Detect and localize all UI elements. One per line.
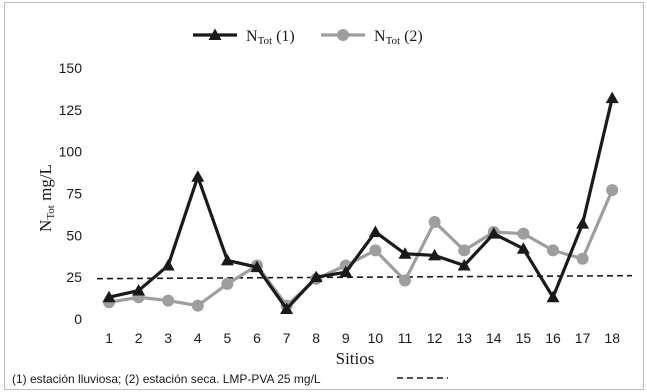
x-tick-label: 13: [456, 330, 472, 346]
y-tick-label: 50: [66, 227, 82, 243]
x-tick-label: 6: [253, 330, 261, 346]
legend-item-2: NTot (2): [321, 28, 423, 47]
y-axis-label: NTot mg/L: [36, 164, 57, 232]
series-1-point: [191, 170, 205, 182]
footnote-text: (1) estación lluviosa; (2) estación seca…: [12, 372, 321, 386]
x-tick-label: 3: [164, 330, 172, 346]
series-2-point: [458, 244, 471, 257]
x-tick-label: 18: [604, 330, 620, 346]
y-axis: 0 25 50 75 100 125 150: [59, 60, 83, 327]
series-1-point: [339, 265, 353, 278]
series-1-point: [516, 242, 530, 254]
chart-frame: [4, 2, 644, 390]
legend-label: NTot (2): [374, 28, 423, 47]
x-tick-label: 7: [283, 330, 291, 346]
series-1-point: [132, 284, 146, 296]
series-2: [103, 184, 619, 312]
footnote: (1) estación lluviosa; (2) estación seca…: [12, 372, 448, 386]
series-2-point: [547, 244, 559, 257]
y-tick-label: 25: [66, 269, 82, 285]
series-1-point: [605, 91, 619, 104]
x-tick-label: 2: [135, 330, 143, 346]
series-1-point: [280, 302, 294, 314]
series-2-point: [576, 252, 589, 265]
series-2-point: [162, 294, 175, 307]
y-tick-label: 150: [59, 60, 83, 76]
series-group: [102, 91, 619, 314]
series-2-point: [369, 244, 382, 257]
x-tick-label: 1: [105, 330, 113, 346]
series-2-point: [399, 274, 411, 287]
series-2-point: [191, 299, 204, 312]
x-tick-label: 10: [368, 330, 384, 346]
series-1-point: [161, 258, 175, 271]
series-1-point: [457, 258, 471, 271]
series-1-point: [487, 227, 501, 239]
series-2-line: [108, 189, 614, 308]
reference-dashed-line: [96, 274, 633, 280]
x-axis: 1 2 3 4 5 6 7 8 9 10 11 12 13 14 15 16 17 18: [105, 330, 620, 346]
series-2-point: [517, 227, 530, 240]
series-2-point: [606, 184, 619, 197]
series-1-point: [546, 290, 560, 303]
legend-label: NTot (1): [246, 28, 295, 47]
legend: NTot (1) NTot (2): [193, 28, 423, 47]
series-1-line: [108, 97, 614, 311]
y-tick-label: 125: [59, 102, 83, 118]
x-tick-label: 14: [486, 330, 502, 346]
x-tick-label: 5: [224, 330, 232, 346]
y-tick-label: 0: [74, 311, 82, 327]
legend-item-1: NTot (1): [193, 28, 295, 47]
x-tick-label: 12: [427, 330, 443, 346]
y-tick-label: 75: [66, 186, 82, 202]
x-axis-label: Sitios: [336, 349, 375, 368]
series-1: [102, 91, 619, 314]
x-tick-label: 17: [575, 330, 591, 346]
series-1-point: [428, 248, 442, 261]
x-tick-label: 16: [545, 330, 561, 346]
x-tick-label: 9: [342, 330, 350, 346]
x-tick-label: 4: [194, 330, 202, 346]
series-1-point: [220, 253, 234, 266]
x-tick-label: 15: [516, 330, 532, 346]
x-tick-label: 11: [398, 330, 413, 346]
y-tick-label: 100: [59, 144, 83, 160]
series-1-point: [398, 247, 412, 259]
series-1-point: [576, 217, 590, 229]
series-2-point: [221, 277, 234, 290]
series-1-point: [250, 260, 264, 273]
series-1-point: [368, 225, 382, 237]
series-2-point: [428, 215, 441, 228]
legend-marker: [337, 29, 349, 41]
x-tick-label: 8: [312, 330, 320, 346]
series-1-point: [309, 270, 323, 283]
series-1-point: [102, 290, 116, 303]
reference-line: [96, 274, 633, 280]
legend-marker: [208, 28, 222, 40]
